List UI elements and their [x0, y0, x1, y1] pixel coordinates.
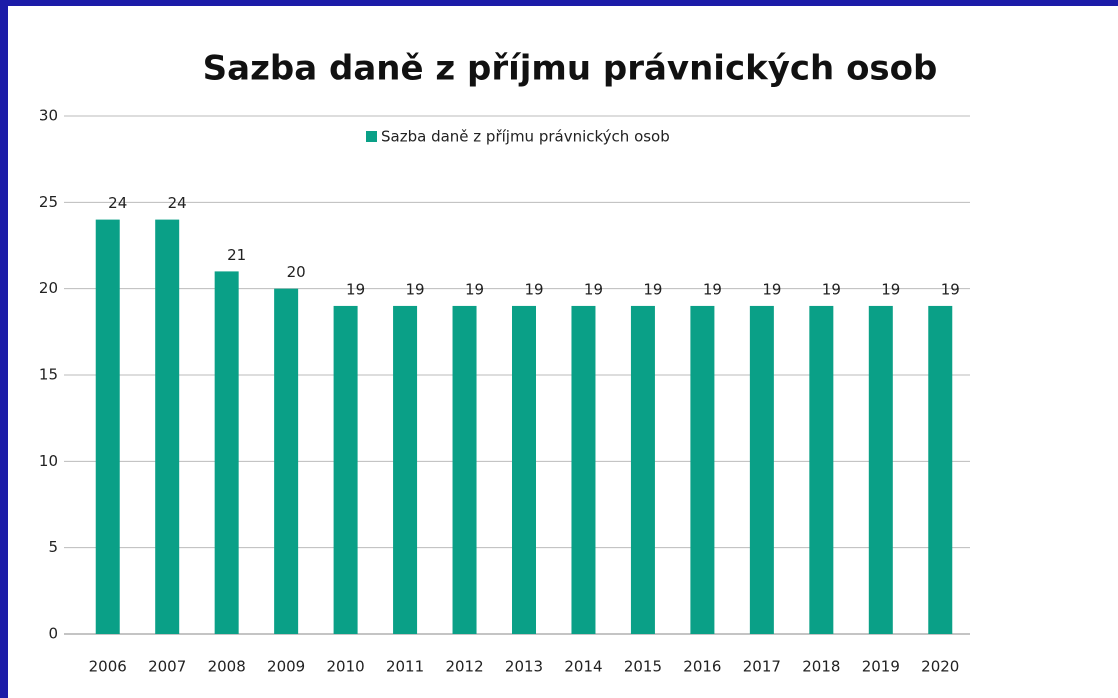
- data-label: 24: [168, 194, 187, 212]
- data-label: 19: [524, 280, 543, 298]
- legend-swatch: [366, 131, 377, 142]
- bar: [630, 305, 655, 634]
- data-label: 20: [287, 263, 306, 281]
- bar: [571, 305, 596, 634]
- y-tick-label: 25: [39, 193, 58, 211]
- bar: [512, 305, 536, 634]
- frame-top: [0, 0, 1118, 6]
- data-label: 21: [227, 246, 246, 264]
- bar: [452, 305, 477, 634]
- data-label: 19: [941, 280, 960, 298]
- bar: [95, 219, 120, 634]
- bar: [155, 219, 180, 634]
- x-tick-label: 2020: [921, 658, 959, 676]
- y-tick-label: 0: [48, 625, 58, 643]
- x-tick-label: 2018: [802, 658, 840, 676]
- y-tick-label: 10: [39, 452, 58, 470]
- bar: [809, 305, 834, 634]
- y-tick-label: 5: [48, 538, 58, 556]
- x-tick-label: 2016: [683, 658, 721, 676]
- y-tick-label: 30: [39, 107, 58, 125]
- data-label: 19: [703, 280, 722, 298]
- bar: [928, 305, 953, 634]
- x-tick-label: 2012: [445, 658, 483, 676]
- data-label: 19: [822, 280, 841, 298]
- y-tick-label: 15: [39, 366, 58, 384]
- bar: [393, 305, 418, 634]
- data-label: 19: [643, 280, 662, 298]
- x-tick-label: 2008: [208, 658, 246, 676]
- bar: [690, 305, 715, 634]
- data-label: 19: [762, 280, 781, 298]
- x-tick-label: 2007: [148, 658, 186, 676]
- x-tick-label: 2017: [743, 658, 781, 676]
- x-tick-label: 2015: [624, 658, 662, 676]
- x-tick-label: 2013: [505, 658, 543, 676]
- y-tick-label: 20: [39, 279, 58, 297]
- data-label: 19: [584, 280, 603, 298]
- x-tick-label: 2014: [564, 658, 602, 676]
- x-tick-label: 2009: [267, 658, 305, 676]
- frame-left: [0, 0, 8, 698]
- legend-label: Sazba daně z příjmu právnických osob: [381, 128, 670, 146]
- bar: [868, 305, 893, 634]
- x-tick-label: 2019: [862, 658, 900, 676]
- x-tick-label: 2006: [89, 658, 127, 676]
- data-label: 19: [465, 280, 484, 298]
- data-label: 19: [406, 280, 425, 298]
- x-tick-label: 2010: [327, 658, 365, 676]
- bar: [214, 271, 239, 634]
- data-label: 19: [346, 280, 365, 298]
- bar: [274, 288, 299, 634]
- x-tick-label: 2011: [386, 658, 424, 676]
- bar: [333, 305, 358, 634]
- data-label: 19: [881, 280, 900, 298]
- bar: [749, 305, 774, 634]
- chart-title: Sazba daně z příjmu právnických osob: [203, 49, 938, 89]
- data-label: 24: [108, 194, 127, 212]
